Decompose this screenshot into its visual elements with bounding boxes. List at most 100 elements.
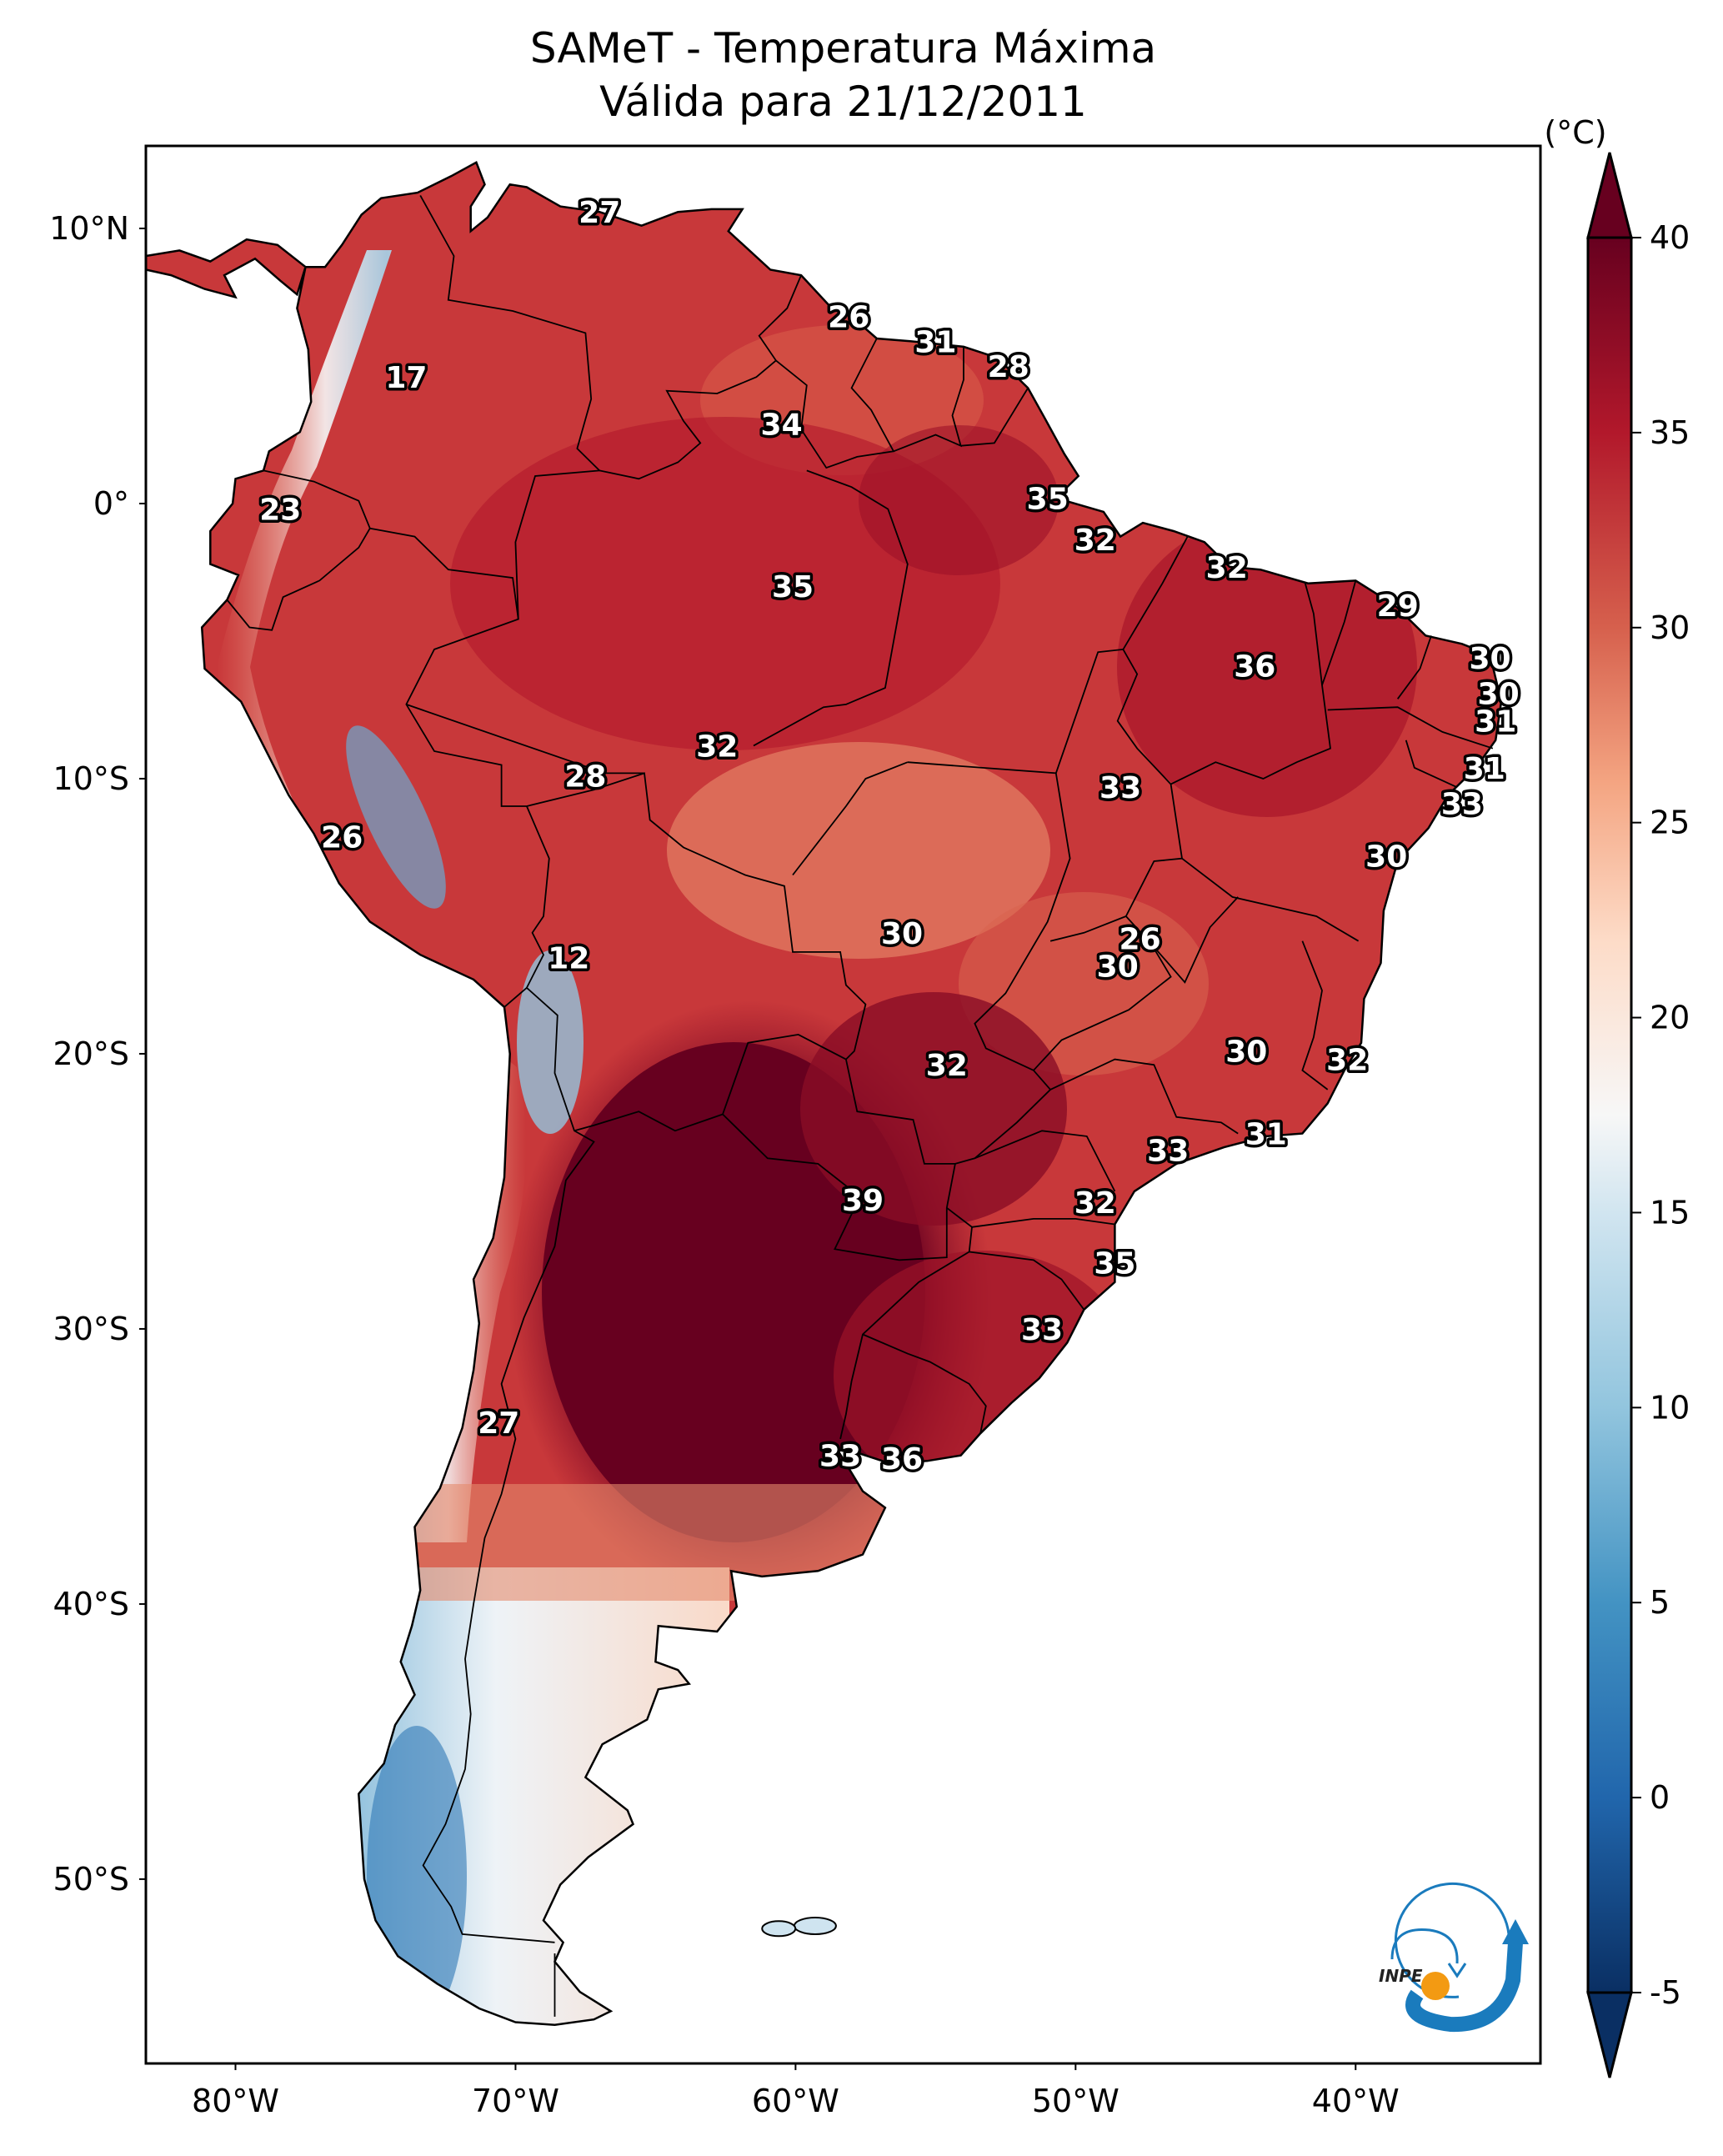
border-line <box>1181 857 1360 942</box>
chart-title-line2: Válida para 21/12/2011 <box>599 78 1087 126</box>
colorbar-tick-label: -5 <box>1650 1974 1681 2011</box>
peru-andes-cold-zone <box>346 725 446 909</box>
y-tick-label: 10°N <box>49 210 129 247</box>
logo-inner-arc <box>1390 1928 1459 1964</box>
temperature-value-label: 26 <box>828 301 869 335</box>
x-tick-label: 70°W <box>472 2083 559 2119</box>
plot-frame <box>144 144 1542 2065</box>
border-line <box>862 1333 987 1434</box>
temperature-value-label: 27 <box>579 196 620 230</box>
temperature-value-label: 32 <box>1206 551 1248 585</box>
border-line <box>974 1130 1116 1192</box>
x-tick-label: 40°W <box>1312 2083 1400 2119</box>
border-line <box>1033 915 1172 1071</box>
colorbar-tick-label: 20 <box>1650 1000 1690 1036</box>
temperature-value-label: 12 <box>548 942 589 976</box>
temperature-value-label: 27 <box>478 1406 519 1441</box>
border-line <box>1049 1058 1239 1135</box>
y-tick-label: 30°S <box>53 1311 129 1347</box>
mato-grosso-sul-hot-zone <box>800 992 1067 1226</box>
northeast-hot-zone <box>1117 517 1417 817</box>
border-line <box>960 387 1029 447</box>
border-line <box>1150 896 1239 984</box>
temperature-value-label: 31 <box>1245 1118 1287 1152</box>
temperature-value-label: 28 <box>564 760 606 795</box>
cerrado-cooler-zone <box>667 742 1050 959</box>
temperature-value-label: 30 <box>1225 1035 1267 1070</box>
border-line <box>526 772 867 1132</box>
chart-title-line1: SAMeT - Temperatura Máxima <box>529 24 1157 73</box>
inpe-logo: INPE <box>1379 1882 1529 2033</box>
border-line <box>839 1206 973 1440</box>
colorbar-tick-label: 10 <box>1650 1389 1690 1426</box>
longitude-axis: 80°W 70°W 60°W 50°W 40°W <box>192 2063 1400 2119</box>
border-line <box>775 338 895 469</box>
border-line <box>1122 536 1189 650</box>
temperature-value-label: 35 <box>1094 1247 1135 1281</box>
border-line <box>1405 740 1457 788</box>
border-line <box>753 469 909 747</box>
temperature-value-label: 30 <box>881 917 923 951</box>
temperature-value-label: 32 <box>1074 524 1116 558</box>
border-line <box>1327 706 1494 750</box>
x-tick-label: 80°W <box>192 2083 279 2119</box>
temperature-value-label: 30 <box>1469 642 1510 676</box>
y-tick-label: 20°S <box>53 1035 129 1072</box>
island <box>793 1917 837 1936</box>
colorbar-tick-label: 40 <box>1650 219 1690 256</box>
temperature-value-label: 23 <box>259 494 301 528</box>
latitude-axis: 10°N 0° 10°S 20°S 30°S 40°S 50°S <box>49 210 146 1898</box>
patagonian-icefield-zone <box>367 1726 467 2025</box>
arrow-up-icon <box>1502 1919 1529 1944</box>
para-hot-zone <box>859 425 1059 575</box>
logo-sun-dot <box>1421 1972 1450 2000</box>
border-line <box>599 274 802 480</box>
x-tick-label: 60°W <box>752 2083 839 2119</box>
border-line <box>1170 583 1331 785</box>
border-line <box>969 1251 1085 1311</box>
border-line <box>1049 648 1184 942</box>
temperature-value-label: 26 <box>1119 922 1161 956</box>
south-brazil-hot-zone <box>834 1251 1134 1501</box>
temperature-value-label: 30 <box>1097 950 1139 984</box>
temperature-value-label: 33 <box>1147 1134 1189 1168</box>
temperature-value-label: 39 <box>842 1184 884 1218</box>
colorbar-tick-label: 0 <box>1650 1779 1670 1816</box>
temperature-value-label: 30 <box>1478 678 1520 712</box>
y-tick-label: 50°S <box>53 1861 129 1898</box>
temperature-value-label: 30 <box>1365 840 1407 874</box>
border-line <box>1396 635 1432 699</box>
temperature-value-label: 35 <box>772 570 814 604</box>
colorbar-body <box>1586 236 1633 1994</box>
temperature-value-label: 33 <box>819 1440 861 1474</box>
y-tick-label: 40°S <box>53 1586 129 1622</box>
logo-outer-arc <box>1394 1882 1510 1998</box>
temperature-value-label: 31 <box>1475 705 1516 740</box>
temperature-value-label: 32 <box>926 1049 968 1083</box>
x-tick-label: 50°W <box>1032 2083 1119 2119</box>
country-state-borders <box>226 194 1494 2017</box>
border-line <box>907 761 1071 1165</box>
temperature-value-label: 31 <box>1464 752 1505 786</box>
temperature-value-label: 29 <box>1377 589 1419 624</box>
temperature-value-label: 35 <box>1027 482 1069 516</box>
border-line <box>1301 940 1329 1091</box>
border-line <box>406 704 644 775</box>
y-tick-label: 0° <box>93 485 129 522</box>
border-line <box>419 194 602 619</box>
temperature-value-label: 33 <box>1021 1313 1063 1347</box>
temperature-value-label: 26 <box>321 820 363 855</box>
colorbar-unit-label: (°C) <box>1544 114 1606 151</box>
border-line <box>722 1059 956 1261</box>
falkland-islands <box>761 1917 837 1938</box>
border-line <box>226 469 371 631</box>
logo-swoosh <box>1405 1942 1523 2033</box>
temperature-value-label: 31 <box>914 325 956 359</box>
colorbar: (°C) -5 0 5 10 15 20 25 30 35 40 <box>1544 114 1690 2078</box>
temperature-value-label: 32 <box>1074 1186 1116 1221</box>
island <box>761 1920 797 1938</box>
temperature-value-label: 17 <box>385 361 427 395</box>
